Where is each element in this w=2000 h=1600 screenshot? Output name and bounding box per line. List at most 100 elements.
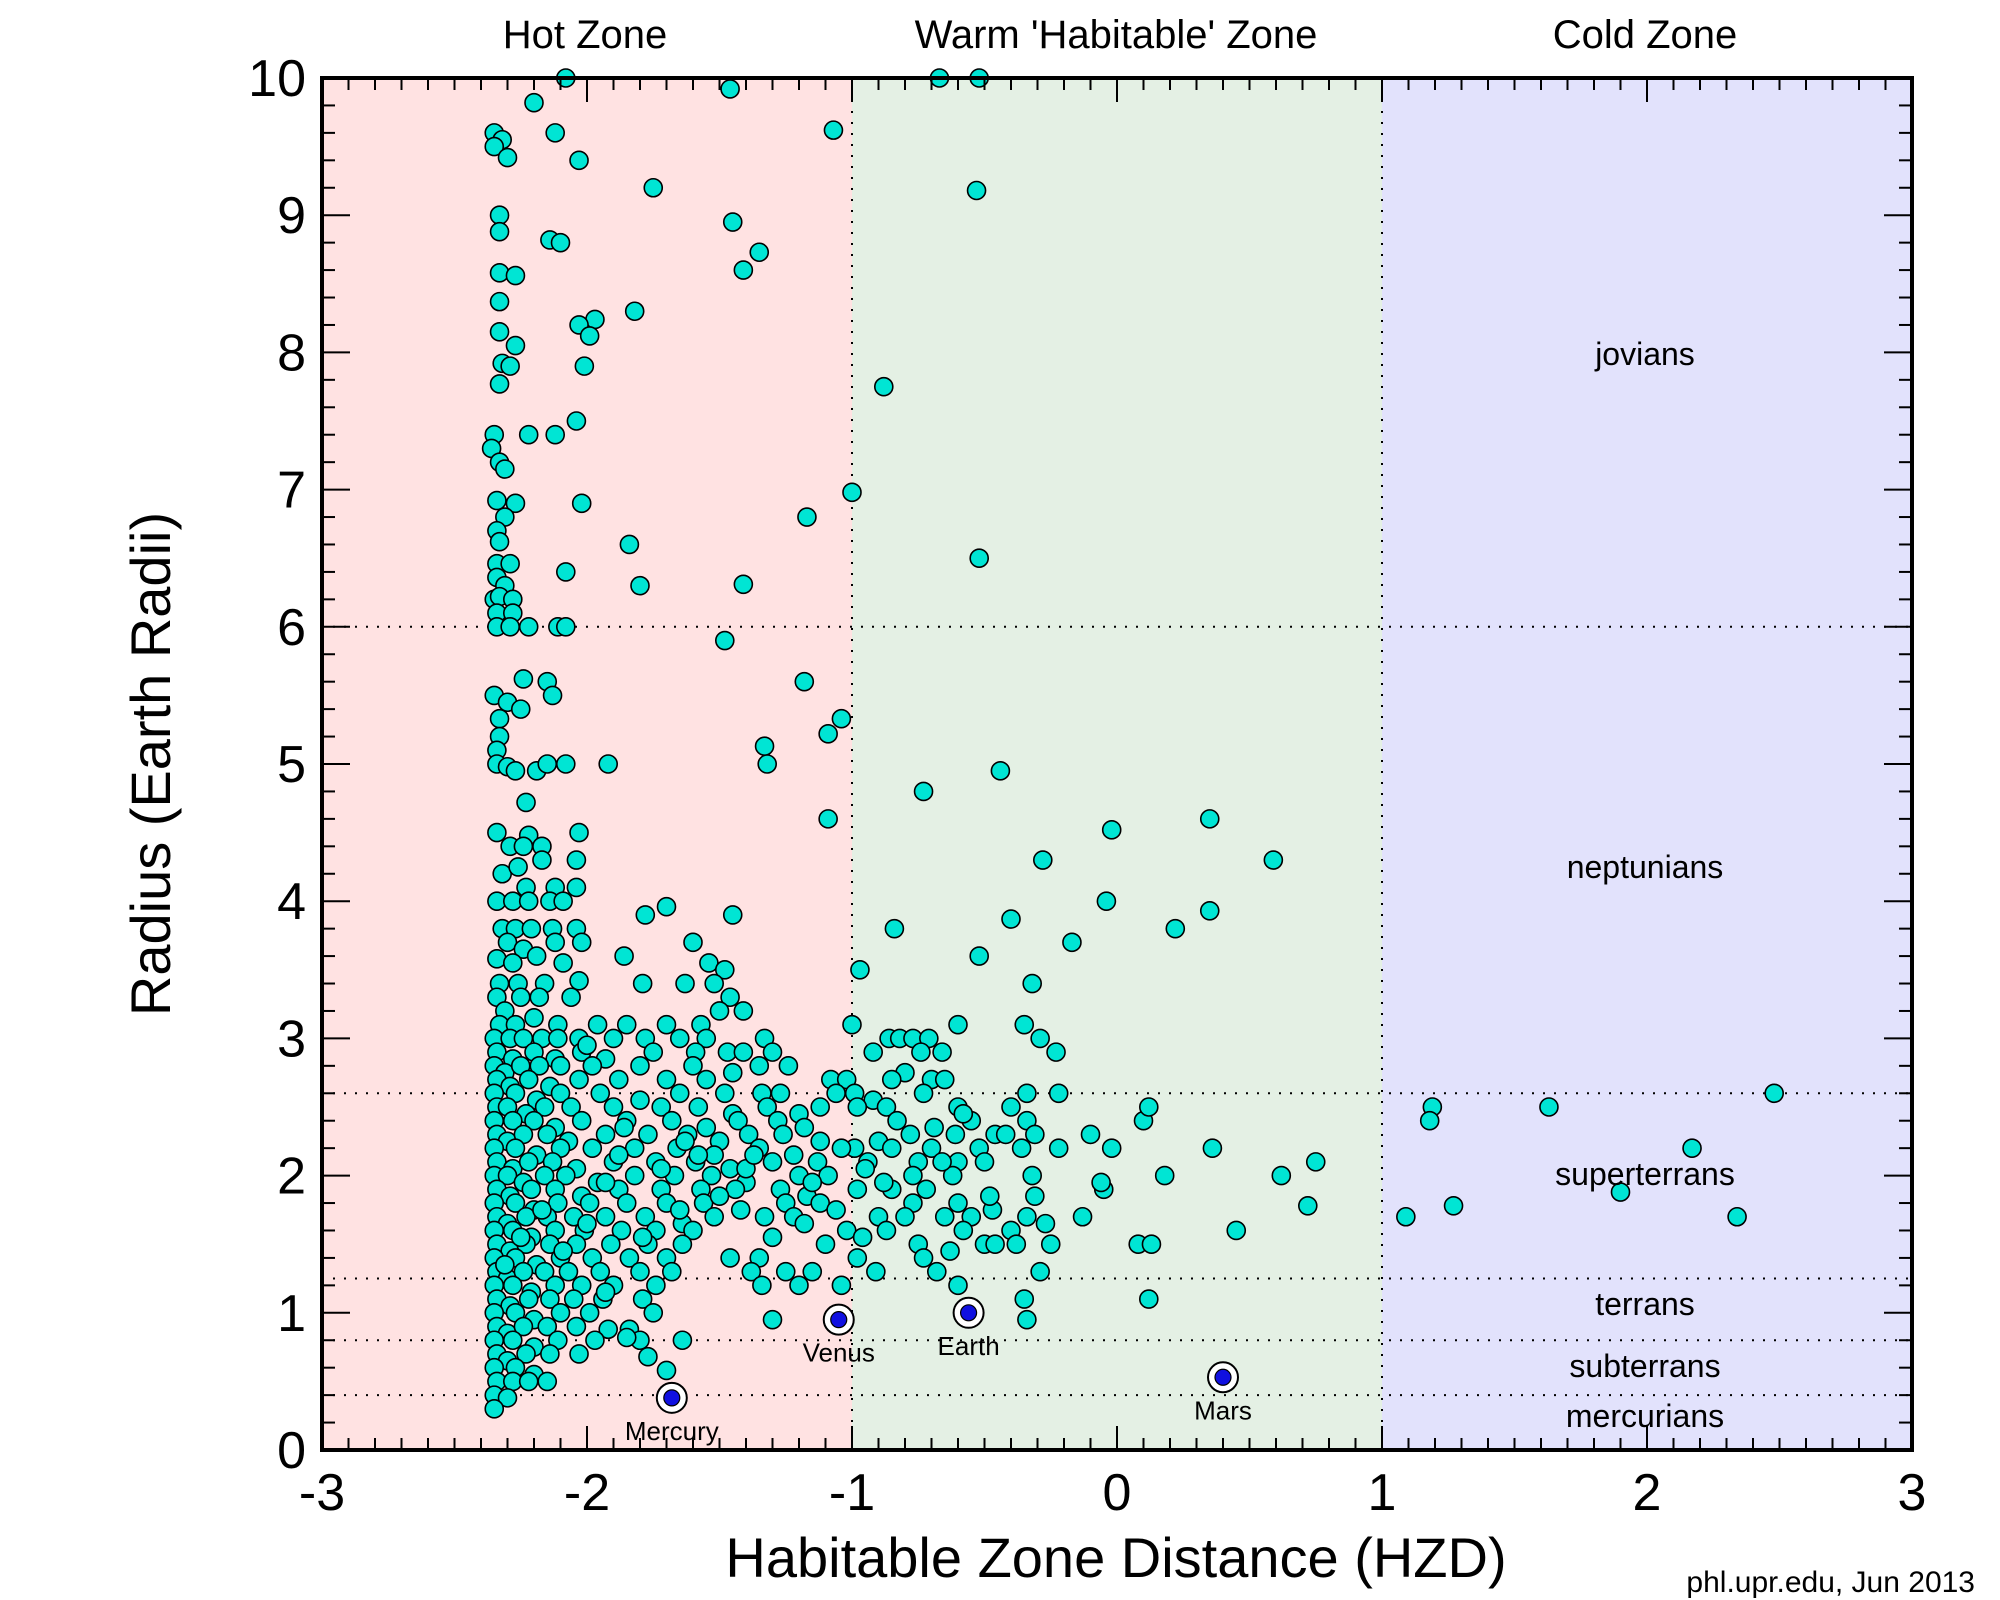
exoplanet-point [881, 1138, 902, 1158]
exoplanet-point [1025, 1124, 1045, 1145]
exoplanet-point [794, 1213, 815, 1234]
exoplanet-point [826, 1083, 846, 1104]
exoplanet-point [714, 959, 735, 980]
axis-ticks: -3 -2 -1 0 1 2 3 0 1 2 3 4 5 6 7 8 9 10 [248, 50, 1926, 1522]
planet-label-venus: Venus [803, 1338, 875, 1368]
exoplanet-point [577, 1213, 597, 1234]
exoplanet-point [1006, 1234, 1027, 1254]
exoplanet-point [537, 754, 558, 774]
exoplanet-point [1096, 891, 1117, 912]
exoplanet-point [550, 1083, 571, 1104]
x-tick-label: -2 [564, 1464, 610, 1522]
exoplanet-point [510, 699, 531, 719]
exoplanet-point [953, 1220, 974, 1241]
exoplanet-point [881, 1069, 902, 1090]
x-tick-label: 1 [1368, 1464, 1397, 1522]
exoplanet-point [540, 1344, 560, 1364]
exoplanet-point [505, 1193, 526, 1213]
exoplanet-point [1040, 1234, 1061, 1254]
exoplanet-point [1091, 1172, 1111, 1193]
exoplanet-point [502, 1330, 523, 1351]
exoplanet-point [738, 1124, 759, 1145]
exoplanet-point [714, 630, 735, 651]
exoplanet-point [587, 1014, 608, 1035]
exoplanet-point [762, 1309, 783, 1330]
solar-system-planets: Mercury Venus Earth Mars [625, 1296, 1252, 1446]
exoplanet-point [942, 1165, 963, 1186]
exoplanet-point [818, 809, 838, 829]
exoplanet-point [524, 92, 544, 113]
exoplanet-point [1141, 1234, 1162, 1254]
y-tick-label: 0 [277, 1422, 306, 1480]
exoplanet-point [651, 1097, 672, 1117]
exoplanet-point [529, 987, 550, 1008]
exoplanet-point [1080, 1124, 1101, 1145]
exoplanet-point [823, 120, 844, 140]
exoplanet-point [855, 1158, 876, 1179]
exoplanet-point [624, 301, 645, 322]
exoplanet-point [601, 1234, 621, 1254]
exoplanet-point [669, 1083, 690, 1104]
exoplanet-point [598, 754, 619, 774]
exoplanet-point [1062, 932, 1082, 953]
exoplanet-point [675, 1131, 695, 1152]
y-tick-label: 2 [277, 1148, 306, 1206]
y-tick-label: 5 [277, 736, 306, 794]
exoplanet-point [866, 1261, 886, 1282]
exoplanet-point [1048, 1083, 1069, 1104]
exoplanet-point [688, 1145, 709, 1165]
exoplanet-point [754, 736, 775, 756]
exoplanet-point [518, 424, 539, 445]
x-tick-label: 3 [1898, 1464, 1927, 1522]
y-tick-label: 3 [277, 1010, 306, 1068]
exoplanet-point [945, 1124, 966, 1145]
exoplanet-point [630, 575, 650, 596]
exoplanet-point [537, 1124, 558, 1145]
x-tick-label: 2 [1633, 1464, 1662, 1522]
exoplanet-point [1101, 820, 1122, 840]
class-label-neptunians: neptunians [1567, 849, 1724, 885]
exoplanet-point [969, 548, 990, 569]
exoplanet-point [603, 1028, 624, 1049]
exoplanet-point [635, 905, 656, 925]
exoplanet-point [524, 1008, 544, 1028]
exoplanet-point [524, 1110, 544, 1131]
exoplanet-point [1443, 1195, 1464, 1216]
exoplanet-point [1764, 1083, 1784, 1104]
exoplanet-point [518, 616, 539, 637]
exoplanet-point [553, 953, 573, 973]
exoplanet-point [810, 1131, 831, 1152]
exoplanet-point [590, 1083, 611, 1104]
exoplanet-point [1025, 1186, 1045, 1206]
exoplanet-point [569, 150, 589, 171]
exoplanet-point [794, 671, 815, 692]
exoplanet-point [794, 1117, 815, 1138]
exoplanet-point [887, 1110, 907, 1131]
exoplanet-point [1199, 901, 1220, 921]
exoplanet-point [518, 891, 539, 912]
exoplanet-point [722, 212, 743, 232]
exoplanet-point [696, 1117, 717, 1138]
exoplanet-point [797, 507, 817, 527]
planet-label-mercury: Mercury [625, 1416, 719, 1446]
exoplanet-point [502, 1110, 523, 1131]
y-tick-label: 4 [277, 873, 306, 931]
exoplanet-point [1139, 1097, 1159, 1117]
exoplanet-point [911, 1042, 931, 1062]
exoplanet-point [614, 946, 634, 966]
zone-bg-2 [1382, 78, 1912, 1450]
exoplanet-point [632, 1289, 653, 1309]
exoplanet-point [948, 1014, 968, 1035]
credit-text: phl.upr.edu, Jun 2013 [1686, 1566, 1975, 1599]
exoplanet-point [683, 1220, 703, 1241]
exoplanet-point [1035, 1213, 1056, 1234]
exoplanet-point [969, 946, 990, 966]
exoplanet-point [545, 932, 566, 953]
exoplanet-point [595, 1282, 616, 1303]
exoplanet-point [571, 493, 592, 514]
exoplanet-point [722, 1062, 743, 1083]
exoplanet-point [603, 1097, 624, 1117]
exoplanet-point [532, 1200, 552, 1220]
exoplanet-point [566, 850, 587, 870]
